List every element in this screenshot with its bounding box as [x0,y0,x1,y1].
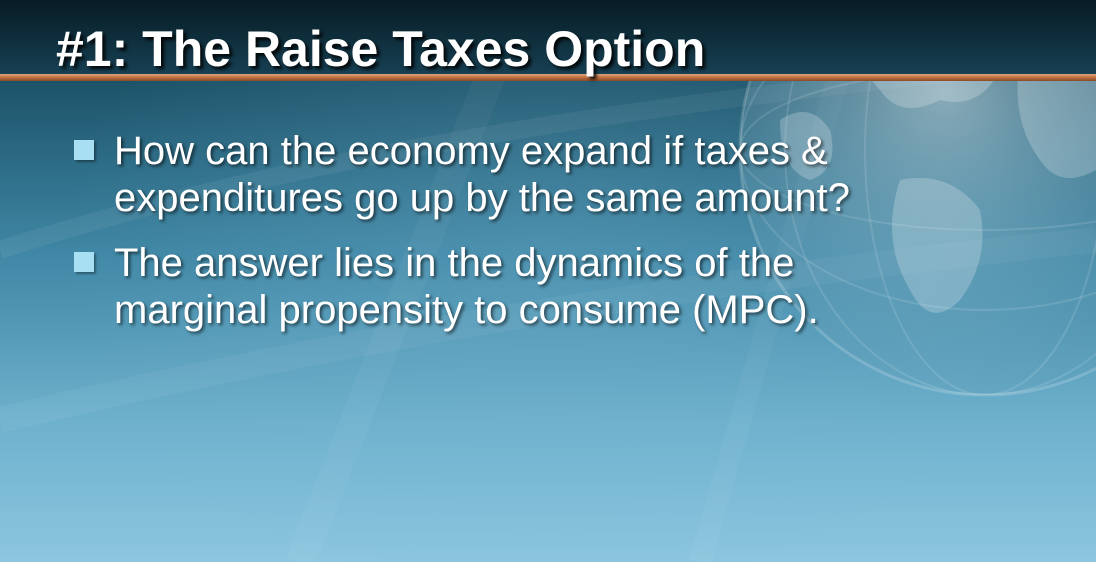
bullet-text-line: marginal propensity to consume (MPC). [114,288,819,332]
bullet-item: The answer lies in the dynamics of the m… [74,240,1074,334]
slide-title: #1: The Raise Taxes Option [56,21,706,77]
bullet-item: How can the economy expand if taxes & ex… [74,128,1074,222]
bullet-list: How can the economy expand if taxes & ex… [74,128,1074,352]
header-divider [0,74,1096,81]
bullet-text-line: How can the economy expand if taxes & [114,129,828,173]
square-bullet-icon [74,140,94,160]
bullet-text-line: expenditures go up by the same amount? [114,176,851,220]
header-band [0,0,1096,74]
bullet-text-line: The answer lies in the dynamics of the [114,241,795,285]
square-bullet-icon [74,252,94,272]
